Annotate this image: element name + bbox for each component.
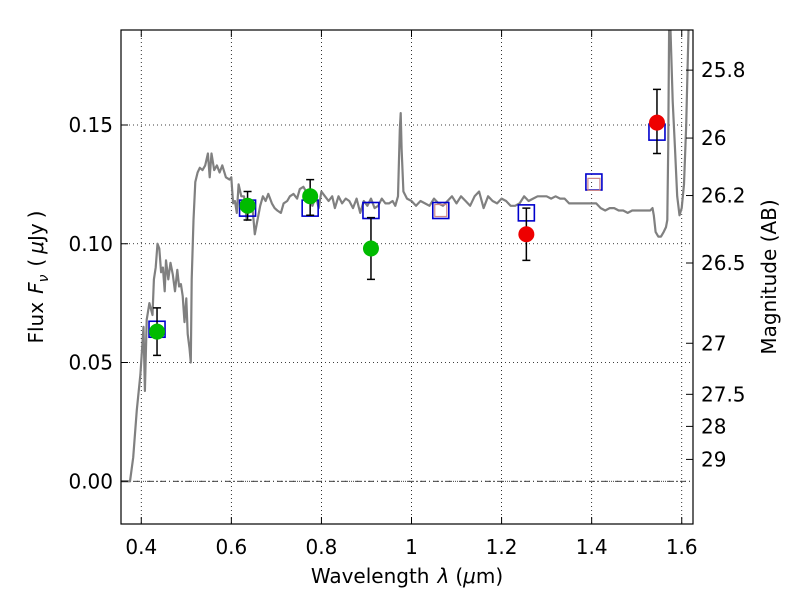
green-point-0 bbox=[149, 323, 166, 340]
x-tick-label-5: 1.4 bbox=[576, 535, 608, 559]
y2-tick-label-2: 26.2 bbox=[701, 184, 746, 208]
data-layer bbox=[121, 30, 690, 483]
y-tick-label-0: 0.00 bbox=[68, 469, 113, 493]
x-tick-label-3: 1 bbox=[405, 535, 418, 559]
y2-tick-label-1: 26 bbox=[701, 126, 726, 150]
y-axis-label-unit-mu: μ bbox=[24, 241, 48, 255]
x-axis-label-unit-open: ( bbox=[455, 564, 463, 588]
model-spectrum-line bbox=[121, 30, 690, 483]
x-tick-label-6: 1.6 bbox=[666, 535, 698, 559]
x-tick-label-0: 0.4 bbox=[125, 535, 157, 559]
x-axis-label-main: Wavelength bbox=[311, 564, 430, 588]
x-axis-label-unit-mu: μ bbox=[462, 564, 476, 588]
y2-tick-label-6: 28 bbox=[701, 414, 726, 438]
plot-background bbox=[121, 30, 693, 524]
model-square-inner-1 bbox=[587, 177, 601, 191]
green-point-1 bbox=[239, 197, 256, 214]
x-tick-label-2: 0.8 bbox=[306, 535, 338, 559]
y2-tick-label-0: 25.8 bbox=[701, 58, 746, 82]
y2-tick-label-3: 26.5 bbox=[701, 251, 746, 275]
grid bbox=[121, 30, 693, 524]
y-axis-label-unit: Jy bbox=[24, 223, 48, 243]
red-point-1 bbox=[648, 114, 665, 131]
y-axis-label-symbol: F bbox=[24, 282, 48, 294]
y2-tick-label-4: 27 bbox=[701, 331, 726, 355]
y2-axis-label: Magnitude (AB) bbox=[757, 199, 781, 354]
y-axis-label-unit-open: ( bbox=[24, 259, 48, 267]
y2-tick-label-5: 27.5 bbox=[701, 382, 746, 406]
y-axis-label-main: Flux bbox=[24, 302, 48, 344]
green-point-3 bbox=[362, 240, 379, 257]
model-square-inner-0 bbox=[434, 203, 448, 218]
x-axis-label: Wavelength λ (μm) bbox=[311, 564, 503, 588]
y-axis-label-unit-close: ) bbox=[24, 210, 48, 218]
y-tick-label-2: 0.10 bbox=[68, 232, 113, 256]
x-axis-label-unit: m) bbox=[476, 564, 503, 588]
y-axis-label: Flux Fν ( μJy) bbox=[24, 210, 52, 343]
ticks: 0.4 0.6 0.8 1 1.2 1.4 1.6 0.00 0.05 0.10 0.15 25.8 2… bbox=[68, 30, 746, 559]
x-tick-label-1: 0.6 bbox=[215, 535, 247, 559]
x-axis-label-symbol: λ bbox=[436, 564, 449, 588]
plot-frame bbox=[120, 29, 694, 525]
y2-tick-label-7: 29 bbox=[701, 447, 726, 471]
x-tick-label-4: 1.2 bbox=[486, 535, 518, 559]
model-square-4 bbox=[431, 201, 450, 220]
green-point-2 bbox=[302, 188, 319, 205]
y-tick-label-1: 0.05 bbox=[68, 351, 113, 375]
y-axis-label-sub: ν bbox=[36, 274, 52, 282]
y-tick-label-3: 0.15 bbox=[68, 113, 113, 137]
red-point-0 bbox=[518, 226, 535, 243]
